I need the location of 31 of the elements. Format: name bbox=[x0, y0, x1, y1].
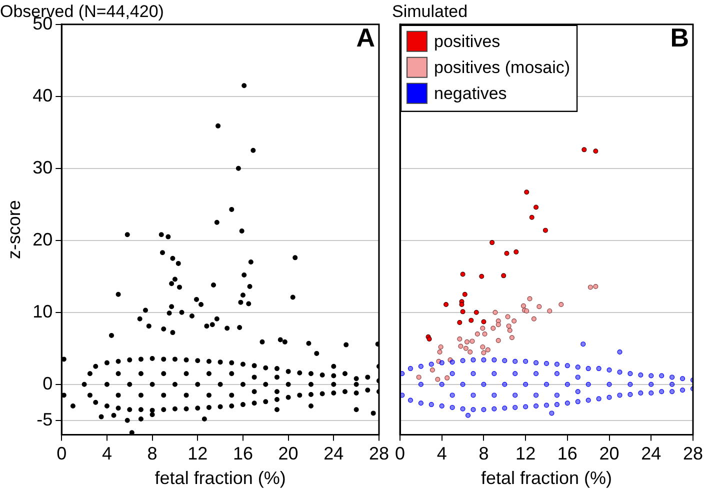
x-tick-label: 16 bbox=[232, 444, 253, 464]
x-tick-label: 12 bbox=[188, 444, 208, 464]
x-tick-label: 8 bbox=[478, 444, 489, 464]
x-tick-label: 0 bbox=[56, 444, 67, 464]
x-tick-label: 4 bbox=[436, 444, 447, 464]
x-axis-title: fetal fraction (%) bbox=[480, 468, 612, 488]
legend-label: negatives bbox=[434, 84, 507, 104]
x-axis-title: fetal fraction (%) bbox=[154, 468, 286, 488]
y-tick-label: 30 bbox=[32, 157, 53, 178]
x-tick-label: 12 bbox=[516, 444, 536, 464]
chart-title: Simulated bbox=[392, 2, 468, 21]
y-axis-title: z-score bbox=[4, 200, 24, 260]
x-tick-label: 24 bbox=[324, 444, 344, 464]
x-tick-label: 28 bbox=[368, 444, 390, 464]
x-tick-label: 16 bbox=[557, 444, 578, 464]
x-tick-label: 20 bbox=[599, 444, 620, 464]
x-tick-label: 0 bbox=[395, 444, 406, 464]
x-tick-label: 28 bbox=[682, 444, 704, 464]
y-tick-label: 10 bbox=[32, 301, 53, 322]
x-tick-label: 20 bbox=[278, 444, 298, 464]
x-tick-label: 8 bbox=[147, 444, 158, 464]
x-tick-label: 24 bbox=[641, 444, 662, 464]
legend-label: positives (mosaic) bbox=[434, 58, 570, 78]
y-tick-label: 0 bbox=[42, 373, 53, 394]
y-tick-label: -5 bbox=[36, 409, 53, 430]
y-tick-label: 40 bbox=[32, 85, 53, 106]
legend-label: positives bbox=[434, 32, 500, 52]
y-tick-label: 20 bbox=[32, 229, 53, 250]
x-tick-label: 4 bbox=[102, 444, 112, 464]
annotation: A bbox=[356, 22, 376, 53]
annotation: B bbox=[670, 22, 689, 53]
